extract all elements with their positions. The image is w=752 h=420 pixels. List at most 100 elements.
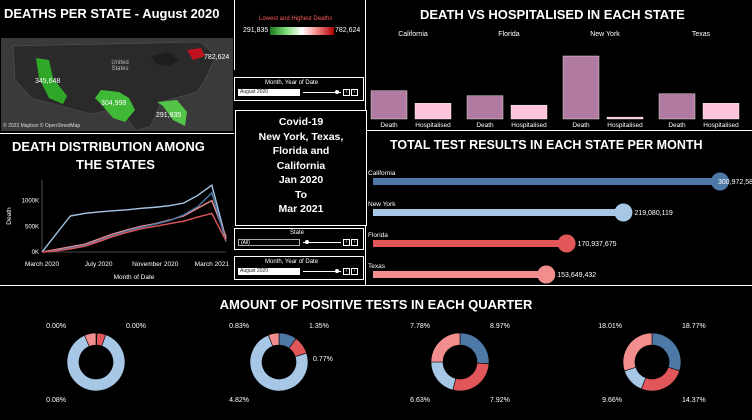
center-title-line-2: New York, Texas,: [258, 130, 344, 143]
donut-4-label-2: 18.77%: [682, 323, 706, 330]
series-line-1: [41, 199, 227, 253]
x-axis-label: Month of Date: [114, 274, 155, 281]
group-label-california: California: [398, 31, 428, 38]
donut-3-slice-4: [430, 332, 461, 363]
distribution-title-line2: THE STATES: [76, 157, 155, 172]
series-line-2: [41, 191, 227, 253]
x-tick-march-2020: March 2020: [25, 261, 60, 268]
bar-label-florida-hospitalised: Hospitalised: [511, 122, 547, 129]
donut-1-slice-4: [84, 332, 97, 347]
lollipop-head-california: [711, 172, 729, 191]
y-tick-1000k: 1000K: [22, 199, 39, 205]
bar-new-york-death: [562, 55, 600, 120]
donut-4-slice-1: [651, 332, 682, 372]
value-label-texas: 153,649,432: [557, 272, 596, 279]
bar-label-new-york-death: Death: [572, 122, 590, 129]
donut-1-slice-3: [66, 334, 126, 392]
bar-texas-death: [658, 93, 696, 120]
filter-top-slider-knob[interactable]: [335, 90, 339, 94]
donut-3-label-3: 6.63%: [410, 397, 430, 404]
y-tick-0k: 0K: [32, 250, 39, 256]
donut-4-slice-4: [622, 332, 653, 372]
donut-4-slice-3: [624, 366, 647, 390]
center-title-line-1: Covid-19: [278, 116, 324, 128]
filter-bottom-next-button[interactable]: ›: [351, 268, 358, 275]
filter-state-input[interactable]: (All): [238, 239, 300, 246]
map-value-texas: 304,998: [101, 100, 127, 107]
donut-2-label-3: 0.77%: [313, 356, 333, 363]
y-tick-500k: 500K: [25, 224, 39, 230]
filter-state-slider-track[interactable]: [303, 242, 341, 243]
donut-2-slice-4: [267, 332, 280, 347]
filter-state-next-button[interactable]: ›: [351, 239, 358, 246]
lollipop-bar-texas: [373, 271, 547, 278]
bar-new-york-hospitalised: [606, 116, 644, 120]
great-lakes: [151, 52, 179, 66]
bar-label-texas-death: Death: [668, 122, 686, 129]
donut-1-label-2: 0.00%: [126, 323, 146, 330]
donut-1-label-3: 0.08%: [46, 397, 66, 404]
y-axis-label: Death: [6, 207, 13, 225]
donut-1-label-1: 0.00%: [46, 323, 66, 330]
death-distribution-chart: 0K 500K 1000K March 2020 July 2020 November 2…: [6, 180, 229, 281]
value-label-new-york: 219,080,119: [634, 210, 673, 217]
state-california: [36, 58, 67, 104]
bar-label-florida-death: Death: [476, 122, 494, 129]
test-results-chart: California 300,972,587 New York 219,080,119…: [368, 170, 752, 284]
bar-texas-hospitalised: [702, 103, 740, 120]
donut-3-slice-3: [430, 361, 457, 391]
center-title-box: Covid-19 New York, Texas, Florida and Ca…: [235, 110, 367, 226]
state-label-new-york: New York: [368, 201, 396, 208]
filter-bottom-input[interactable]: August 2020: [238, 268, 300, 275]
divider-horizontal-left: [0, 133, 234, 134]
map-value-california: 345,648: [35, 78, 61, 85]
filter-top-slider-track[interactable]: [303, 92, 341, 93]
donut-3-label-1: 7.78%: [410, 323, 430, 330]
value-label-florida: 170,937,675: [578, 241, 617, 248]
state-label-california: California: [368, 170, 396, 177]
filter-state-prev-button[interactable]: ‹: [343, 239, 350, 246]
bar-label-new-york-hospitalised: Hospitalised: [607, 122, 643, 129]
donut-4-label-1: 18.01%: [598, 323, 622, 330]
filter-top-next-button[interactable]: ›: [351, 89, 358, 96]
center-title-line-7: Mar 2021: [278, 203, 324, 215]
donut-3-slice-1: [459, 332, 490, 365]
map-attribution[interactable]: © 2023 Mapbox © OpenStreetMap: [3, 123, 81, 129]
donut-3-label-4: 7.92%: [490, 397, 510, 404]
filter-top-prev-button[interactable]: ‹: [343, 89, 350, 96]
lollipop-bar-florida: [373, 240, 567, 247]
positive-tests-chart: 0.00% 0.00% 0.08% 0.83% 1.35% 0.77% 4.82% 7.78%…: [46, 323, 706, 404]
filter-top-input[interactable]: August 2020: [238, 89, 300, 96]
us-map: [12, 41, 217, 131]
divider-horizontal-right: [365, 130, 752, 131]
map-view[interactable]: United States 345,648 782,624 304,998 29…: [1, 38, 233, 131]
state-label-texas: Texas: [368, 263, 386, 270]
map-country-label: United States: [111, 60, 129, 72]
test-results-title: TOTAL TEST RESULTS IN EACH STATE PER MON…: [390, 138, 703, 152]
map-value-florida: 291,835: [156, 112, 182, 119]
filter-bottom-slider-track[interactable]: [303, 271, 341, 272]
bar-florida-death: [466, 95, 504, 120]
death-hosp-chart: California Death Hospitalised Florida Death H…: [370, 31, 740, 129]
filter-bottom-prev-button[interactable]: ‹: [343, 268, 350, 275]
lollipop-bar-new-york: [373, 209, 624, 216]
state-florida: [157, 100, 187, 126]
bar-label-california-hospitalised: Hospitalised: [415, 122, 451, 129]
bar-california-death: [370, 90, 408, 120]
bar-label-texas-hospitalised: Hospitalised: [703, 122, 739, 129]
map-value-new-york: 782,624: [204, 54, 230, 61]
lollipop-head-texas: [537, 265, 556, 284]
filter-bottom-slider-knob[interactable]: [335, 269, 339, 273]
filter-state-slider-knob[interactable]: [305, 240, 309, 244]
bar-florida-hospitalised: [510, 104, 548, 120]
divider-vertical-left: [234, 0, 235, 70]
donut-2-label-1: 0.83%: [229, 323, 249, 330]
map-legend-max: 782,624: [335, 27, 361, 34]
lollipop-head-florida: [557, 234, 576, 253]
center-title-line-4: California: [276, 159, 326, 172]
x-tick-july-2020: July 2020: [85, 261, 113, 268]
value-label-california: 300,972,587: [718, 179, 752, 186]
series-line-0: [41, 183, 227, 253]
donut-2-label-2: 1.35%: [309, 323, 329, 330]
bar-label-california-death: Death: [380, 122, 398, 129]
